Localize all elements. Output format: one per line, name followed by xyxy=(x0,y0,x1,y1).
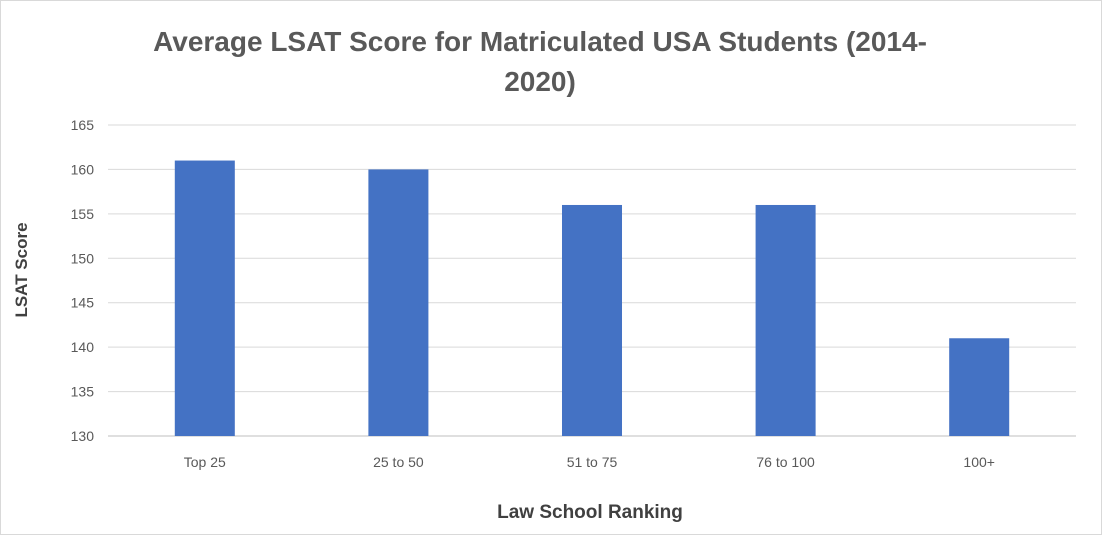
y-tick-label: 155 xyxy=(71,206,95,222)
y-tick-label: 140 xyxy=(71,339,95,355)
x-tick-label: Top 25 xyxy=(184,454,226,470)
bar xyxy=(755,204,816,436)
y-tick-label: 150 xyxy=(71,250,95,266)
bar xyxy=(174,160,235,437)
x-tick-label: 51 to 75 xyxy=(567,454,618,470)
bar xyxy=(561,204,623,436)
x-tick-label: 100+ xyxy=(963,454,995,470)
y-tick-label: 165 xyxy=(71,117,95,133)
y-tick-label: 135 xyxy=(71,384,95,400)
x-axis-label: Law School Ranking xyxy=(497,502,683,523)
bar xyxy=(368,169,429,436)
chart-title: Average LSAT Score for Matriculated USA … xyxy=(153,26,927,97)
y-tick-label: 130 xyxy=(71,428,95,444)
y-tick-label: 160 xyxy=(71,161,95,177)
x-tick-label: 25 to 50 xyxy=(373,454,424,470)
bar xyxy=(949,338,1010,436)
x-tick-label: 76 to 100 xyxy=(756,454,815,470)
y-tick-label: 145 xyxy=(71,295,95,311)
